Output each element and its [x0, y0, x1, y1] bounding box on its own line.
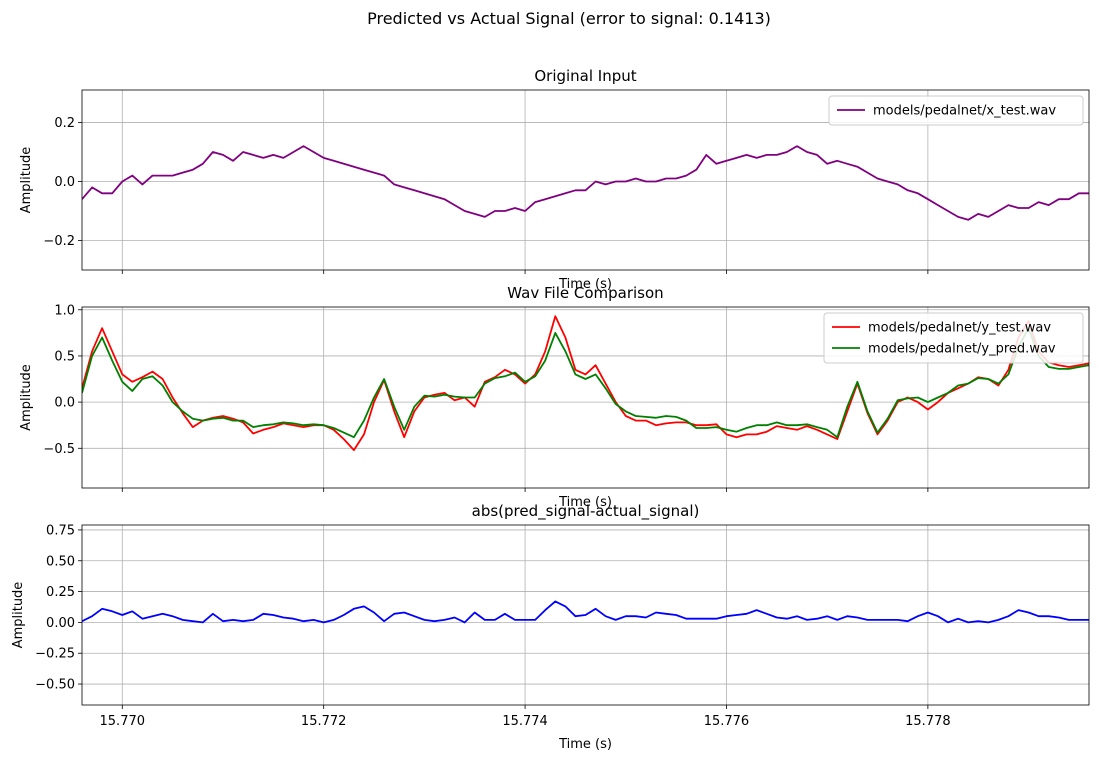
- y-tick-label: −0.50: [35, 678, 75, 693]
- y-tick-label: 0.5: [54, 349, 75, 364]
- subplot-2: 1.0 0.5 0.0 −0.5 Wav File Comparison Time (s)…: [19, 284, 1090, 510]
- x-tick-label: 15.774: [502, 714, 548, 729]
- y-tick-label: 0.75: [46, 523, 75, 538]
- y-tick-label: 0.0: [54, 396, 75, 411]
- y-tick-label: 0.50: [46, 554, 75, 569]
- subplots: 0.2 0.0 −0.2 Original Input Time (s) Amplitud…: [11, 67, 1090, 752]
- x-axis-label: Time (s): [558, 737, 612, 752]
- plot-frame: [81, 524, 1090, 706]
- legend-box: [823, 312, 1084, 364]
- y-tick-label: −0.5: [43, 442, 75, 457]
- legend: models/pedalnet/x_test.wav: [828, 95, 1084, 126]
- y-tick-label: −0.25: [35, 647, 75, 662]
- legend-entry: models/pedalnet/y_pred.wav: [868, 342, 1056, 357]
- x-tick-label: 15.778: [905, 714, 951, 729]
- subplot-title: abs(pred_signal-actual_signal): [472, 502, 700, 521]
- series-line-2: [82, 327, 1089, 439]
- series-line-1: [82, 315, 1089, 452]
- subplot-title: Original Input: [534, 67, 636, 85]
- plot-frame: [81, 306, 1090, 489]
- x-axis-label: Time (s): [558, 495, 612, 510]
- plot-frame: [81, 89, 1090, 271]
- x-tick-label: 15.772: [301, 714, 347, 729]
- x-axis-label: Time (s): [558, 277, 612, 292]
- series-line-1: [82, 600, 1089, 624]
- series-line-1: [82, 145, 1089, 221]
- figure-title: Predicted vs Actual Signal (error to sig…: [367, 9, 771, 28]
- y-tick-label: 0.25: [46, 585, 75, 600]
- subplot-1: 0.2 0.0 −0.2 Original Input Time (s) Amplitud…: [19, 67, 1090, 292]
- subplot-3: 0.75 0.50 0.25 0.00 −0.25 −0.50 15.770 15.772 15…: [11, 502, 1090, 752]
- y-axis-label: Amplitude: [19, 147, 34, 214]
- y-tick-label: 0.00: [46, 616, 75, 631]
- x-tick-label: 15.770: [100, 714, 146, 729]
- y-tick-label: 1.0: [54, 303, 75, 318]
- y-tick-label: −0.2: [43, 234, 75, 249]
- legend-entry: models/pedalnet/x_test.wav: [873, 104, 1056, 119]
- x-tick-label: 15.776: [704, 714, 750, 729]
- legend-box: [828, 95, 1084, 126]
- y-tick-label: 0.2: [54, 116, 75, 131]
- y-axis-label: Amplitude: [19, 364, 34, 431]
- legend: models/pedalnet/y_test.wav models/pedalne…: [823, 312, 1084, 364]
- legend-entry: models/pedalnet/y_test.wav: [868, 321, 1051, 336]
- subplot-title: Wav File Comparison: [507, 284, 663, 302]
- y-tick-label: 0.0: [54, 175, 75, 190]
- y-axis-label: Amplitude: [11, 582, 26, 649]
